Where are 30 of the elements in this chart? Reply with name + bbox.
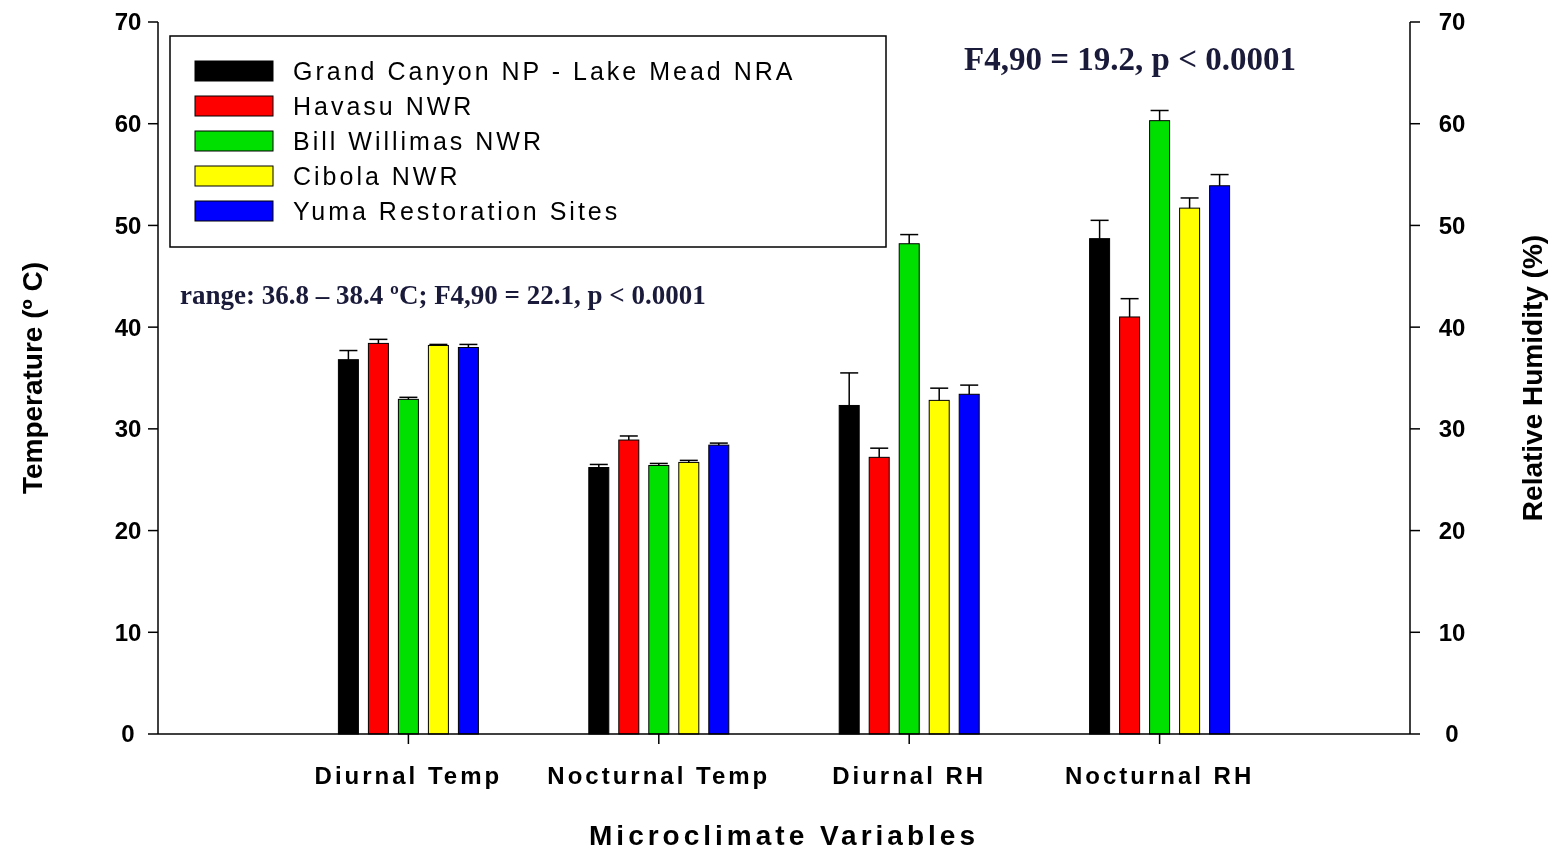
x-tick-label: Nocturnal RH [1064,762,1255,789]
y-tick-label: 0 [121,720,135,748]
y-tick-label: 50 [114,211,142,239]
y-tick-label: 30 [114,415,142,443]
y2-tick-label: 30 [1438,415,1466,443]
x-tick-label: Nocturnal Temp [547,762,771,789]
y2-tick-label: 50 [1438,211,1466,239]
y2-tick-label: 40 [1438,313,1466,341]
y2-tick-label: 10 [1438,618,1466,646]
y-tick-label: 20 [114,516,142,544]
legend-label: Grand Canyon NP - Lake Mead NRA [293,56,796,85]
y2-tick-label: 60 [1438,110,1466,138]
legend-label: Havasu NWR [293,91,475,120]
annotation: F4,90 = 19.2, p < 0.0001 [964,41,1296,77]
y2-tick-label: 20 [1438,516,1466,544]
y-tick-label: 60 [114,110,142,138]
y2-axis-title: Relative Humidity (%) [1517,234,1548,522]
y2-tick-label: 0 [1445,720,1459,748]
annotation: range: 36.8 – 38.4 ºC; F4,90 = 22.1, p < 0.0001 [180,280,706,310]
x-tick-label: Diurnal RH [832,762,987,789]
x-tick-label: Diurnal Temp [314,762,503,789]
y-axis-title: Temperature (º C) [17,261,48,495]
legend-label: Yuma Restoration Sites [293,196,621,225]
y-tick-label: 40 [114,313,142,341]
legend-label: Bill Willimas NWR [293,126,544,155]
y2-tick-label: 70 [1438,8,1466,36]
y-tick-label: 10 [114,618,142,646]
x-axis-title: Microclimate Variables [589,820,979,851]
legend-label: Cibola NWR [293,161,461,190]
y-tick-label: 70 [114,8,142,36]
